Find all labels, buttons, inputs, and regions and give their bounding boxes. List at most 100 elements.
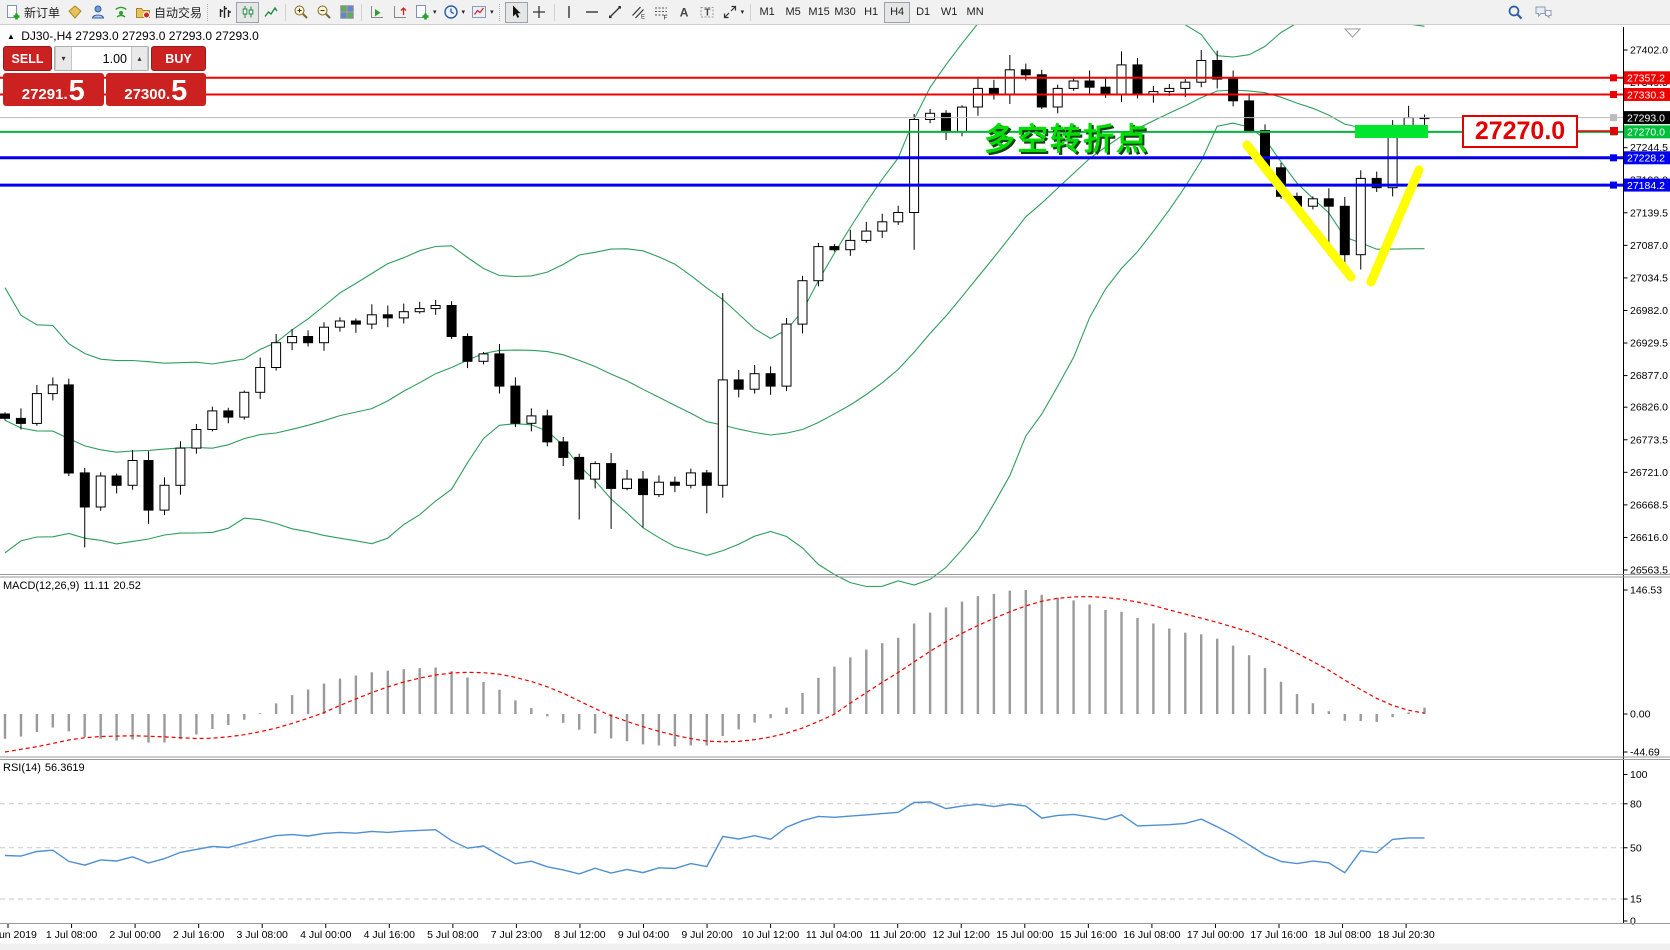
timeframe-m1[interactable]: M1 — [754, 2, 780, 23]
svg-text:0.00: 0.00 — [1630, 709, 1651, 721]
arrows-button[interactable]: ▾ — [719, 2, 748, 23]
dropdown-caret-icon: ▾ — [461, 9, 466, 16]
timeframe-d1[interactable]: D1 — [910, 2, 936, 23]
text-button[interactable]: A — [673, 2, 696, 23]
vertical-line-button[interactable] — [558, 2, 581, 23]
bar-chart-button[interactable] — [213, 2, 236, 23]
new-order-icon — [7, 5, 20, 20]
svg-text:7 Jul 23:00: 7 Jul 23:00 — [491, 929, 543, 941]
svg-text:27087.0: 27087.0 — [1630, 240, 1668, 252]
svg-text:10 Jul 12:00: 10 Jul 12:00 — [742, 929, 799, 941]
zoom-out-button[interactable] — [312, 2, 335, 23]
svg-text:27330.3: 27330.3 — [1627, 89, 1665, 101]
chart-shift-button[interactable] — [388, 2, 411, 23]
timeframe-w1[interactable]: W1 — [936, 2, 962, 23]
buy-price-main: 27300. — [124, 86, 171, 103]
svg-text:27228.2: 27228.2 — [1627, 153, 1665, 165]
search-button[interactable] — [1504, 2, 1527, 23]
horizontal-line-icon — [586, 11, 599, 13]
svg-text:17 Jul 16:00: 17 Jul 16:00 — [1250, 929, 1307, 941]
auto-trading-button[interactable]: 自动交易 — [132, 2, 205, 23]
macd-pane — [3, 590, 1426, 753]
fibonacci-button[interactable]: F — [650, 2, 673, 23]
chat-bubbles-icon — [1535, 6, 1552, 19]
new-order-button[interactable]: 新订单 — [2, 2, 63, 23]
ohlc-values: 27293.0 27293.0 27293.0 27293.0 — [75, 29, 259, 43]
templates-button[interactable]: ▾ — [468, 2, 497, 23]
indicators-button[interactable]: ▾ — [411, 2, 440, 23]
toolbar: 新订单 自动交易 — [0, 0, 1670, 25]
auto-trading-label: 自动交易 — [154, 5, 203, 20]
charts-window-button[interactable] — [63, 2, 86, 23]
svg-text:5 Jul 08:00: 5 Jul 08:00 — [427, 929, 479, 941]
toolbar-separator — [361, 3, 363, 21]
line-chart-icon — [263, 6, 278, 17]
crosshair-button[interactable] — [528, 2, 551, 23]
turning-point-annotation: 多空转折点 — [984, 122, 1149, 157]
time-axis: 28 Jun 2019 1 Jul 08:00 2 Jul 00:00 2 Jul 1… — [0, 924, 1670, 950]
timeframe-h4[interactable]: H4 — [884, 1, 911, 23]
timeframe-m15[interactable]: M15 — [806, 2, 832, 23]
buy-button[interactable]: BUY — [151, 46, 206, 71]
toolbar-grip — [498, 3, 503, 21]
timeframe-m5[interactable]: M5 — [780, 2, 806, 23]
zoom-in-button[interactable] — [289, 2, 312, 23]
svg-text:17 Jul 00:00: 17 Jul 00:00 — [1187, 929, 1244, 941]
volume-increase-button[interactable]: ▴ — [131, 47, 148, 70]
cursor-button[interactable] — [504, 1, 528, 23]
price-axis: 27402.027349.527297.027244.527192.027139… — [0, 27, 1670, 928]
text-label-button[interactable]: T — [696, 2, 719, 23]
equidistant-channel-button[interactable]: E — [627, 2, 650, 23]
line-chart-button[interactable] — [259, 2, 282, 23]
sell-price[interactable]: 27291. 5 — [3, 73, 104, 106]
collapse-arrow-icon[interactable]: ▲ — [7, 32, 15, 41]
signals-icon — [114, 6, 127, 18]
candles — [0, 50, 1430, 548]
charts-window-icon — [67, 5, 82, 19]
timeframe-m30[interactable]: M30 — [832, 2, 858, 23]
svg-text:4 Jul 00:00: 4 Jul 00:00 — [300, 929, 352, 941]
periods-button[interactable]: ▾ — [440, 2, 469, 23]
toolbar-separator — [553, 3, 555, 21]
signals-button[interactable] — [109, 2, 132, 23]
horizontal-line-button[interactable] — [581, 2, 604, 23]
trendline-button[interactable] — [604, 2, 627, 23]
tile-windows-button[interactable] — [335, 2, 358, 23]
svg-text:15: 15 — [1630, 894, 1642, 906]
community-button[interactable] — [1531, 2, 1556, 23]
svg-text:4 Jul 16:00: 4 Jul 16:00 — [364, 929, 416, 941]
rsi-name: RSI(14) — [3, 762, 41, 774]
svg-text:26929.5: 26929.5 — [1630, 338, 1668, 350]
price-callout: 27270.0 — [1462, 115, 1578, 148]
crosshair-icon — [533, 6, 546, 18]
dropdown-caret-icon: ▾ — [433, 9, 437, 16]
svg-text:11 Jul 20:00: 11 Jul 20:00 — [869, 929, 926, 941]
macd-value-main: 11.11 — [83, 580, 110, 592]
buy-price[interactable]: 27300. 5 — [105, 73, 206, 106]
templates-icon — [472, 6, 487, 18]
svg-text:15 Jul 00:00: 15 Jul 00:00 — [996, 929, 1053, 941]
candlestick-chart-button[interactable] — [236, 1, 260, 23]
equidistant-channel-icon: E — [632, 6, 645, 20]
toolbar-separator — [750, 3, 752, 21]
volume-input[interactable] — [72, 47, 131, 70]
volume-decrease-button[interactable]: ▾ — [55, 47, 72, 70]
timeframe-h1[interactable]: H1 — [858, 2, 884, 23]
svg-text:27184.2: 27184.2 — [1627, 180, 1665, 192]
zoom-out-icon — [317, 5, 331, 19]
timeframe-mn[interactable]: MN — [962, 2, 988, 23]
rsi-value: 56.3619 — [44, 762, 85, 774]
market-watch-button[interactable] — [86, 2, 109, 23]
indicators-icon — [416, 5, 429, 20]
svg-text:A: A — [680, 6, 689, 20]
toolbar-separator — [285, 3, 287, 21]
auto-scroll-button[interactable] — [365, 2, 388, 23]
svg-text:26982.0: 26982.0 — [1630, 305, 1668, 317]
svg-text:26563.5: 26563.5 — [1630, 565, 1668, 577]
sell-button[interactable]: SELL — [3, 46, 52, 71]
clock-icon — [443, 5, 458, 19]
dropdown-caret-icon: ▾ — [740, 9, 745, 16]
arrows-icon — [723, 5, 736, 19]
